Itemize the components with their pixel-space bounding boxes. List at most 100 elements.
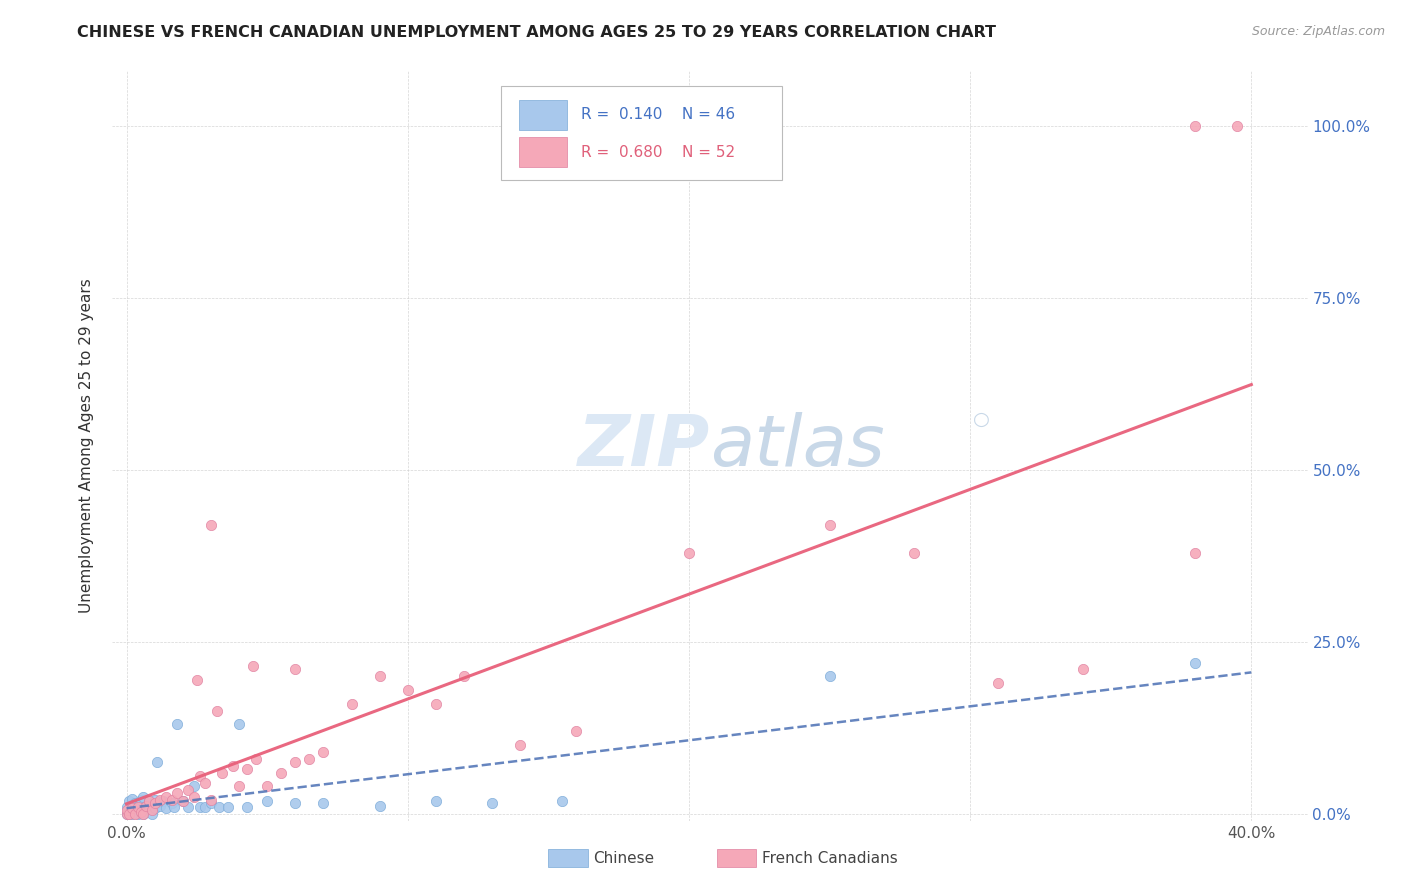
Point (177, 800, 200, 814)
Point (143, 797, 166, 811)
Point (312, 745, 335, 759)
Point (222, 758, 245, 772)
Point (1071, 662, 1094, 676)
Point (121, 791, 143, 805)
Point (163, 800, 186, 814)
Point (188, 769, 211, 783)
Text: Source: ZipAtlas.com: Source: ZipAtlas.com (1251, 25, 1385, 38)
Point (121, 806, 143, 821)
Point (146, 755, 169, 769)
Point (396, 683, 419, 698)
Point (509, 738, 531, 752)
Point (256, 779, 278, 793)
Point (115, 806, 138, 821)
Point (200, 793, 222, 807)
Point (245, 752, 267, 766)
Point (129, 805, 152, 819)
Point (124, 797, 146, 811)
Point (127, 800, 149, 814)
Point (166, 786, 188, 800)
Point (818, 518, 841, 533)
Point (177, 782, 200, 797)
Point (149, 793, 172, 807)
Text: Chinese: Chinese (593, 851, 654, 865)
Point (188, 800, 211, 814)
Point (481, 797, 503, 811)
Text: French Canadians: French Canadians (762, 851, 898, 865)
Point (127, 806, 149, 821)
Text: R =  0.140    N = 46: R = 0.140 N = 46 (581, 107, 735, 122)
Point (340, 697, 363, 711)
Point (312, 797, 335, 811)
Point (208, 800, 231, 814)
Point (121, 801, 143, 815)
Point (152, 794, 174, 808)
Point (129, 805, 152, 819)
Point (242, 659, 264, 673)
FancyBboxPatch shape (519, 137, 567, 168)
Point (200, 797, 222, 811)
Y-axis label: Unemployment Among Ages 25 to 29 years: Unemployment Among Ages 25 to 29 years (79, 278, 94, 614)
Point (228, 717, 250, 731)
Point (368, 798, 391, 813)
Point (166, 717, 188, 731)
Text: R =  0.680    N = 52: R = 0.680 N = 52 (581, 145, 735, 160)
Point (172, 794, 194, 808)
Point (256, 794, 278, 808)
Point (205, 704, 228, 718)
Point (118, 806, 141, 821)
Point (141, 803, 163, 817)
Point (124, 806, 146, 821)
Point (115, 806, 138, 821)
Point (135, 800, 157, 814)
Point (115, 800, 138, 814)
Point (183, 779, 205, 793)
Point (284, 797, 307, 811)
Point (818, 669, 841, 683)
Text: atlas: atlas (710, 411, 884, 481)
Point (143, 793, 166, 807)
Point (186, 673, 208, 687)
Point (903, 545, 925, 559)
Point (987, 676, 1010, 690)
Point (1226, 120, 1249, 134)
Point (236, 800, 259, 814)
Point (565, 724, 588, 739)
Point (118, 806, 141, 821)
Point (129, 793, 152, 807)
Point (217, 800, 239, 814)
Point (124, 801, 146, 815)
Point (551, 794, 574, 808)
Point (183, 789, 205, 804)
Point (425, 794, 447, 808)
Point (115, 803, 138, 817)
Point (127, 798, 149, 813)
Point (143, 801, 166, 815)
Point (425, 697, 447, 711)
Point (194, 776, 217, 790)
Text: CHINESE VS FRENCH CANADIAN UNEMPLOYMENT AMONG AGES 25 TO 29 YEARS CORRELATION CH: CHINESE VS FRENCH CANADIAN UNEMPLOYMENT … (77, 25, 997, 40)
Point (284, 755, 307, 769)
Point (211, 765, 233, 780)
Point (678, 545, 700, 559)
Point (172, 794, 194, 808)
Point (160, 793, 183, 807)
FancyBboxPatch shape (501, 87, 782, 180)
Text: ○: ○ (973, 410, 990, 429)
Point (121, 803, 143, 817)
Point (1184, 120, 1206, 134)
Point (138, 794, 160, 808)
Point (132, 806, 155, 821)
Point (298, 752, 321, 766)
Point (155, 789, 177, 804)
Point (453, 669, 475, 683)
Point (194, 800, 217, 814)
Point (1184, 656, 1206, 670)
Point (141, 806, 163, 821)
Point (155, 801, 177, 815)
Point (284, 662, 307, 676)
Point (160, 797, 183, 811)
Point (138, 794, 160, 808)
Point (118, 794, 141, 808)
Point (236, 762, 259, 776)
